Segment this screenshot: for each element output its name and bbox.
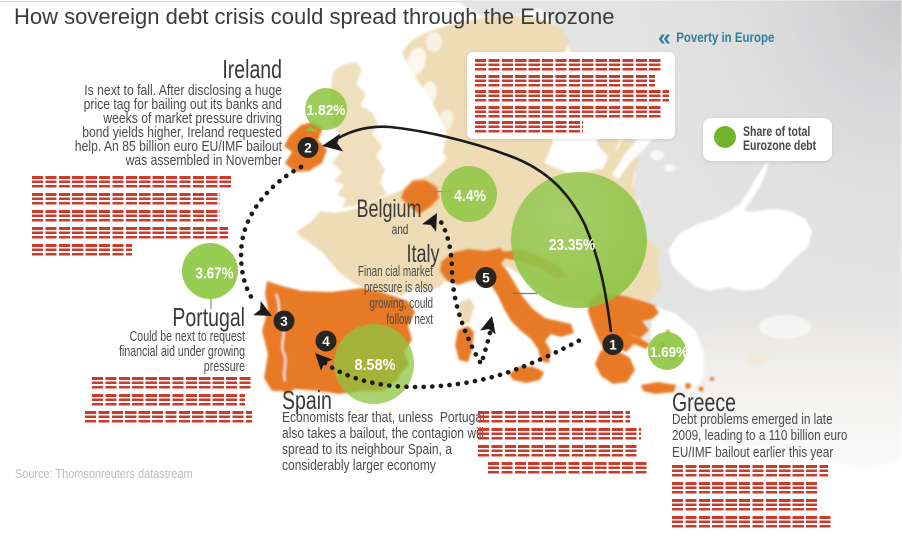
- svg-text:1.69%: 1.69%: [650, 344, 688, 361]
- svg-text:4.4%: 4.4%: [454, 188, 486, 205]
- svg-text:2: 2: [304, 140, 312, 155]
- svg-text:3: 3: [280, 314, 288, 329]
- svg-text:1: 1: [609, 337, 617, 352]
- svg-text:5: 5: [482, 270, 490, 285]
- svg-text:23.35%: 23.35%: [549, 237, 595, 254]
- svg-text:4: 4: [322, 334, 330, 349]
- svg-text:1.82%: 1.82%: [307, 102, 346, 119]
- svg-text:3.67%: 3.67%: [196, 266, 234, 283]
- svg-text:8.58%: 8.58%: [355, 357, 396, 374]
